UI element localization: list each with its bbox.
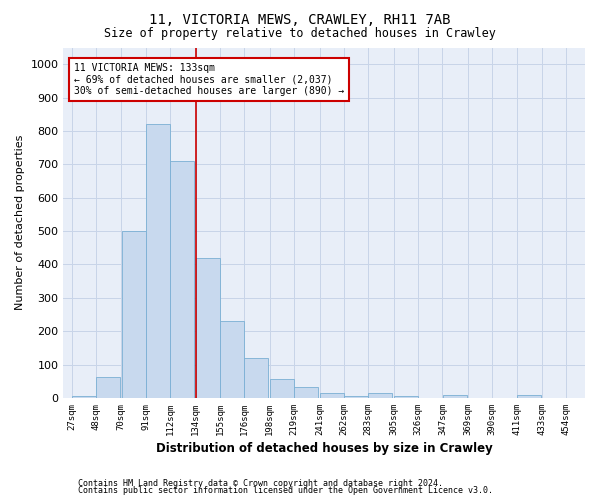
Bar	[394, 396, 418, 398]
Bar	[122, 231, 146, 398]
Y-axis label: Number of detached properties: Number of detached properties	[15, 135, 25, 310]
Text: 11 VICTORIA MEWS: 133sqm
← 69% of detached houses are smaller (2,037)
30% of sem: 11 VICTORIA MEWS: 133sqm ← 69% of detach…	[74, 64, 344, 96]
Bar	[443, 396, 467, 398]
Bar	[294, 386, 318, 398]
Bar	[72, 396, 95, 398]
Bar	[344, 396, 368, 398]
Text: Contains public sector information licensed under the Open Government Licence v3: Contains public sector information licen…	[78, 486, 493, 495]
X-axis label: Distribution of detached houses by size in Crawley: Distribution of detached houses by size …	[156, 442, 493, 455]
Bar	[220, 321, 244, 398]
Bar	[170, 161, 194, 398]
Bar	[244, 358, 268, 398]
Bar	[320, 392, 344, 398]
Bar	[368, 392, 392, 398]
Text: Size of property relative to detached houses in Crawley: Size of property relative to detached ho…	[104, 28, 496, 40]
Text: 11, VICTORIA MEWS, CRAWLEY, RH11 7AB: 11, VICTORIA MEWS, CRAWLEY, RH11 7AB	[149, 12, 451, 26]
Bar	[196, 258, 220, 398]
Bar	[96, 378, 120, 398]
Bar	[270, 378, 294, 398]
Text: Contains HM Land Registry data © Crown copyright and database right 2024.: Contains HM Land Registry data © Crown c…	[78, 478, 443, 488]
Bar	[146, 124, 170, 398]
Bar	[517, 396, 541, 398]
